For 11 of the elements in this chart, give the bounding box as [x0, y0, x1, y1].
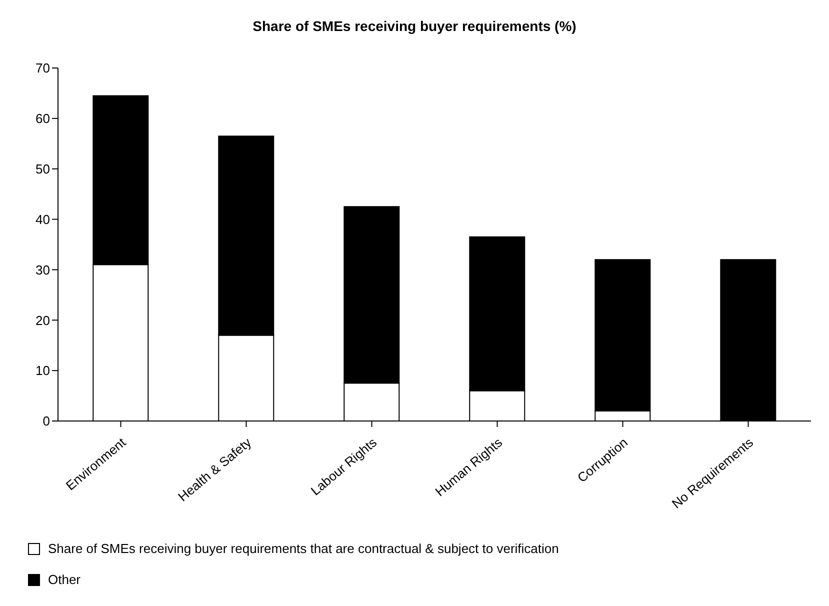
legend-label: Other [48, 572, 81, 587]
y-tick-label: 10 [36, 363, 50, 378]
y-tick-label: 70 [36, 60, 50, 76]
y-tick-label: 0 [42, 414, 50, 429]
y-tick-label: 50 [36, 161, 50, 176]
y-tick-label: 20 [36, 312, 50, 328]
chart-title: Share of SMEs receiving buyer requirements (%) [252, 17, 578, 36]
y-tick-label: 60 [36, 111, 50, 126]
y-tick-label: 40 [36, 212, 50, 227]
legend-label: Share of SMEs receiving buyer requirements that are contractual & subject to verification [48, 541, 559, 556]
y-tick-label: 30 [36, 262, 50, 278]
